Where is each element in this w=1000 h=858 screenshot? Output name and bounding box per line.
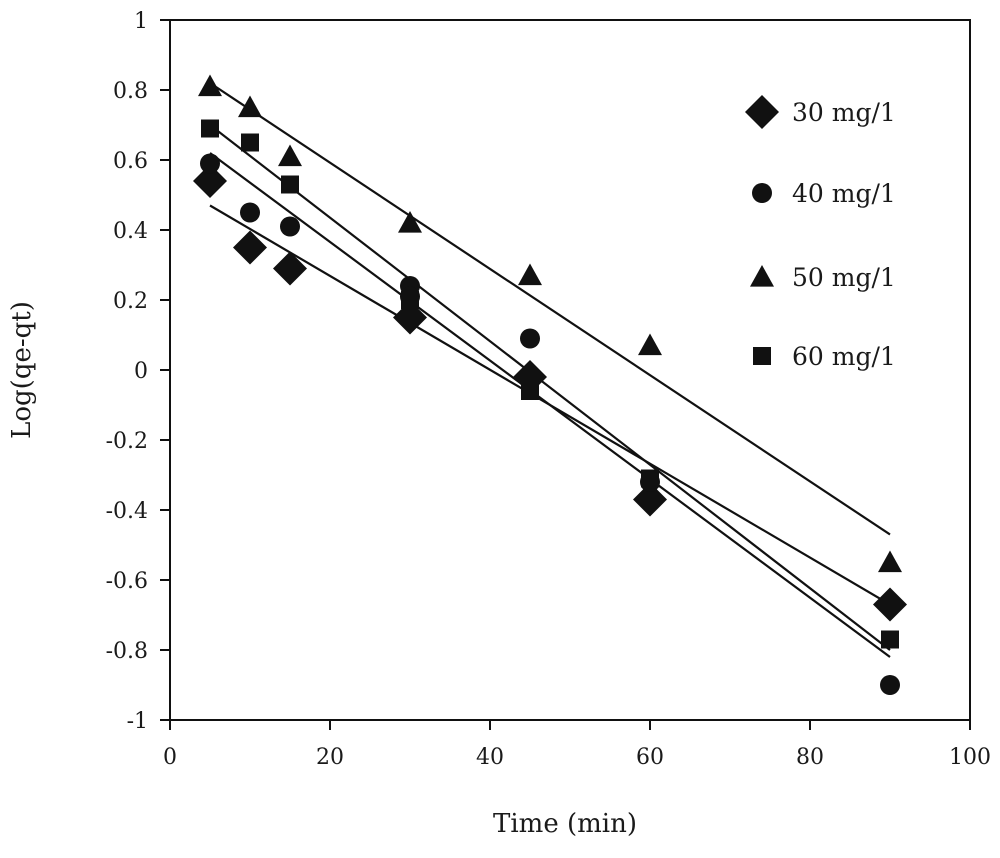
data-point-circle	[200, 153, 220, 174]
data-point-triangle	[398, 211, 422, 233]
data-point-diamond	[633, 482, 667, 517]
data-point-square	[201, 119, 219, 138]
data-point-diamond	[273, 251, 307, 286]
data-point-square	[401, 291, 419, 309]
x-tick-label: 0	[163, 745, 177, 770]
fit-line-triangle	[209, 82, 891, 536]
data-point-circle	[280, 216, 300, 237]
data-point-square	[641, 469, 659, 488]
y-tick-label: -0.4	[106, 499, 148, 524]
x-tick-label: 80	[796, 745, 824, 770]
data-point-triangle	[638, 333, 662, 356]
legend-label: 60 mg/1	[792, 342, 896, 371]
x-axis-ticks: 0 20 40 60 80 100	[163, 720, 991, 770]
data-point-square	[881, 630, 899, 649]
legend-marker-triangle	[750, 265, 774, 287]
y-tick-label: -0.2	[106, 429, 148, 454]
data-point-square	[241, 133, 259, 152]
legend-marker-square	[753, 347, 771, 365]
legend-label: 30 mg/1	[792, 98, 896, 127]
data-point-square	[281, 175, 299, 194]
data-point-diamond	[193, 164, 227, 198]
y-tick-label: 0.6	[113, 149, 148, 174]
legend-marker-circle	[752, 183, 772, 203]
fit-line-square	[209, 124, 891, 651]
legend-label: 40 mg/1	[792, 179, 896, 208]
data-point-triangle	[238, 95, 262, 118]
legend: 30 mg/1 40 mg/1 50 mg/1 60 mg/1	[745, 95, 896, 371]
x-tick-label: 40	[476, 745, 504, 770]
data-point-diamond	[873, 587, 907, 622]
data-point-diamond	[233, 230, 267, 265]
data-point-circle	[520, 328, 540, 349]
y-tick-label: -1	[127, 709, 148, 734]
data-point-circle	[240, 202, 260, 223]
y-tick-label: 0.8	[113, 79, 148, 104]
legend-label: 50 mg/1	[792, 263, 896, 292]
y-tick-label: 0	[134, 359, 148, 384]
y-axis-title: Log(qe-qt)	[7, 301, 37, 439]
data-point-triangle	[198, 74, 222, 97]
y-tick-label: 0.4	[113, 219, 148, 244]
x-tick-label: 100	[949, 745, 991, 770]
data-point-triangle	[878, 550, 902, 573]
y-tick-label: 0.2	[113, 289, 148, 314]
fit-line-circle	[209, 152, 891, 658]
data-point-triangle	[278, 144, 302, 167]
legend-marker-diamond	[745, 95, 779, 129]
x-axis-title: Time (min)	[493, 809, 637, 839]
x-tick-label: 20	[316, 745, 344, 770]
y-tick-label: 1	[134, 9, 148, 34]
data-markers	[193, 74, 907, 695]
y-axis-ticks: 1 0.8 0.6 0.4 0.2 0 -0.2 -0.4 -0.6 -0.8 -1	[106, 9, 170, 734]
x-tick-label: 60	[636, 745, 664, 770]
data-point-triangle	[518, 263, 542, 286]
y-tick-label: -0.6	[106, 569, 148, 594]
data-point-square	[521, 382, 539, 400]
fit-lines	[209, 82, 891, 658]
y-tick-label: -0.8	[106, 639, 148, 664]
data-point-circle	[880, 675, 900, 695]
